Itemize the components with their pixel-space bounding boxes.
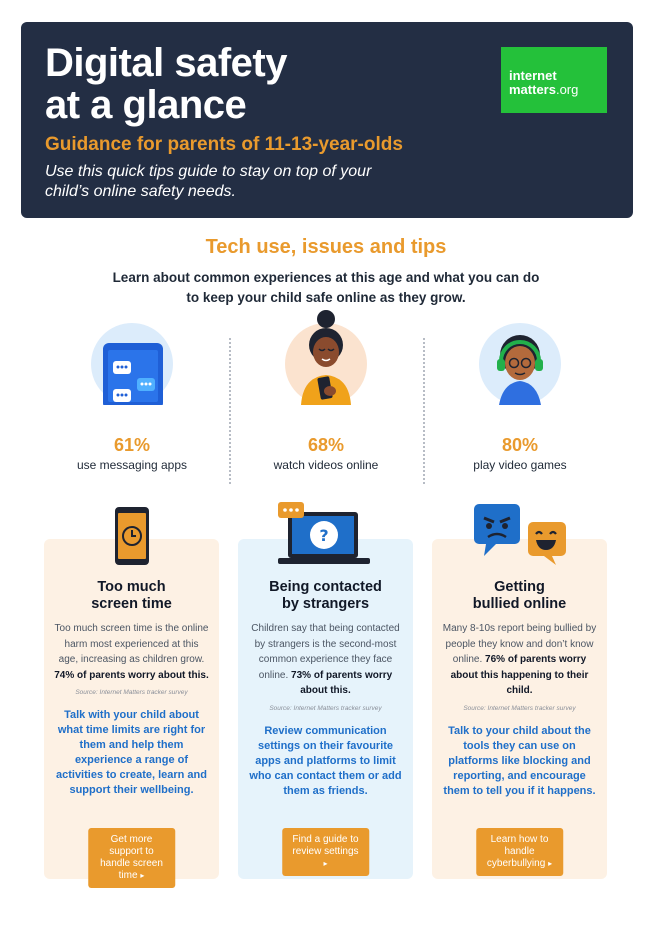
card-title: Too much screen time	[91, 579, 172, 612]
angry-and-laughing-chat-icon	[474, 504, 566, 565]
chevron-right-icon: ▸	[140, 871, 145, 880]
card-source: Source: Internet Matters tracker survey	[269, 704, 382, 712]
stat-label: use messaging apps	[76, 458, 188, 472]
phone-messaging-icon	[91, 323, 173, 405]
card-tip: Talk to your child about the tools they …	[443, 724, 596, 797]
gamer-headset-icon	[479, 323, 561, 405]
card-bullying: Getting bullied online Many 8-10s report…	[432, 539, 607, 879]
stat-videos: 68% watch videos online	[231, 310, 421, 472]
screen-time-support-button[interactable]: Get more support to handle screen time ▸	[87, 828, 176, 888]
stat-games: 80% play video games	[425, 323, 615, 472]
page-intro: Use this quick tips guide to stay on top…	[45, 163, 372, 200]
page-title: Digital safety at a glance	[45, 41, 287, 127]
card-body: Children say that being contacted by str…	[251, 623, 400, 696]
person-with-phone-icon	[285, 310, 367, 405]
header-banner: Digital safety at a glance Guidance for …	[21, 22, 633, 218]
stat-messaging: 61% use messaging apps	[37, 323, 227, 472]
svg-text:?: ?	[319, 526, 328, 545]
cyberbullying-help-button[interactable]: Learn how to handle cyberbullying ▸	[475, 828, 564, 876]
laptop-question-icon: ?	[278, 502, 370, 564]
card-title: Getting bullied online	[472, 579, 567, 612]
card-body: Too much screen time is the online harm …	[54, 623, 209, 681]
card-tip: Review communication settings on their f…	[249, 724, 402, 797]
phone-clock-icon	[115, 507, 149, 565]
stat-value: 61%	[113, 435, 151, 455]
divider	[423, 338, 425, 484]
card-body: Many 8-10s report being bullied by peopl…	[442, 623, 597, 696]
stat-label: watch videos online	[273, 458, 379, 472]
card-tip: Talk with your child about what time lim…	[55, 709, 207, 796]
stat-value: 80%	[501, 435, 539, 455]
card-title: Being contacted by strangers	[269, 579, 382, 612]
section-title: Tech use, issues and tips	[205, 236, 447, 258]
stat-label: play video games	[473, 458, 567, 472]
card-source: Source: Internet Matters tracker survey	[463, 704, 576, 712]
card-screen-time: Too much screen time Too much screen tim…	[44, 539, 219, 888]
page-subtitle: Guidance for parents of 11-13-year-olds	[45, 134, 403, 155]
chevron-right-icon: ▸	[323, 859, 328, 868]
logo-text: internet matters.org	[509, 68, 579, 97]
divider	[229, 338, 231, 484]
internet-matters-logo[interactable]: internet matters.org	[501, 47, 607, 113]
card-strangers: Being contacted by strangers Children sa…	[238, 539, 413, 879]
review-settings-button[interactable]: Find a guide to review settings ▸	[281, 828, 370, 876]
chevron-right-icon: ▸	[548, 859, 553, 868]
section-intro: Learn about common experiences at this a…	[112, 270, 540, 305]
card-source: Source: Internet Matters tracker survey	[75, 689, 188, 696]
stat-value: 68%	[307, 435, 345, 455]
